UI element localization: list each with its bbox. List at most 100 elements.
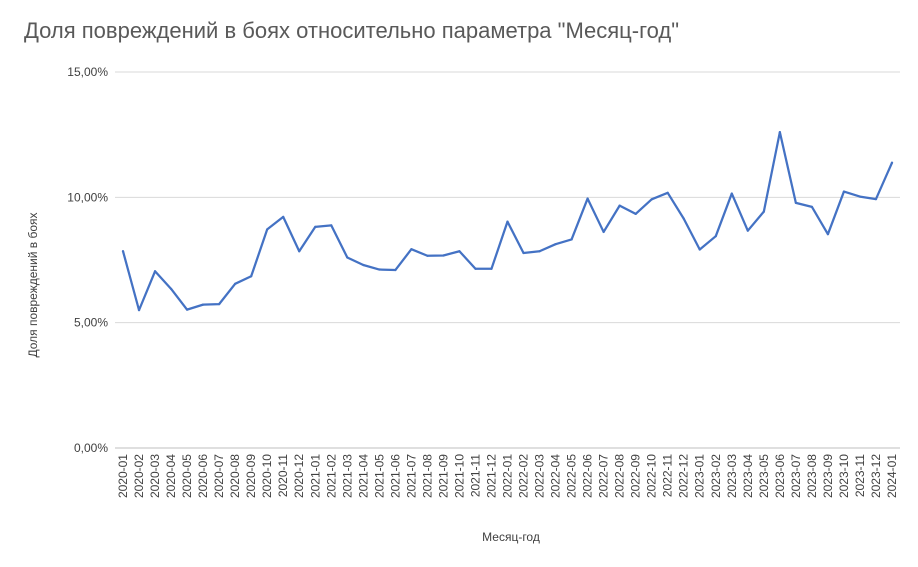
x-tick-label: 2021-05 (372, 454, 386, 498)
data-point (842, 190, 846, 193)
x-tick-label: 2023-12 (869, 454, 883, 498)
y-tick-label: 10,00% (67, 190, 108, 204)
x-tick-label: 2021-07 (404, 454, 418, 498)
data-point (169, 287, 173, 290)
y-tick-label: 5,00% (74, 316, 108, 330)
x-tick-label: 2023-11 (853, 454, 867, 497)
data-point (506, 220, 509, 223)
data-point (378, 268, 381, 271)
x-tick-label: 2023-08 (805, 454, 819, 498)
data-point (634, 212, 637, 215)
x-tick-label: 2021-02 (324, 454, 338, 498)
data-point (234, 282, 237, 285)
x-tick-label: 2022-03 (533, 454, 547, 498)
x-tick-label: 2022-10 (645, 454, 659, 498)
x-tick-label: 2020-07 (212, 454, 226, 498)
x-tick-label: 2021-10 (452, 454, 466, 498)
x-tick-label: 2020-01 (116, 454, 130, 498)
x-tick-label: 2022-08 (613, 454, 627, 498)
x-tick-label: 2023-10 (837, 454, 851, 498)
x-tick-label: 2023-01 (693, 454, 707, 498)
data-point (458, 250, 461, 253)
x-tick-label: 2020-06 (196, 454, 210, 498)
x-axis-title: Месяц-год (482, 530, 540, 544)
data-point (490, 267, 493, 270)
data-point (202, 303, 205, 306)
x-tick-label: 2022-01 (501, 454, 515, 498)
data-point (538, 250, 541, 253)
data-point (250, 275, 253, 278)
x-tick-label: 2020-10 (260, 454, 274, 498)
data-point (362, 263, 365, 267)
x-tick-label: 2022-02 (517, 454, 531, 498)
x-tick-label: 2020-12 (292, 454, 306, 498)
data-point (602, 230, 605, 234)
y-tick-label: 0,00% (74, 441, 108, 455)
data-point (474, 267, 477, 270)
x-tick-label: 2021-08 (420, 454, 434, 498)
data-point (682, 217, 685, 220)
data-point (394, 268, 397, 272)
data-point (618, 204, 621, 207)
y-tick-label: 15,00% (67, 65, 108, 79)
data-point (874, 197, 878, 201)
x-tick-label: 2020-09 (244, 454, 258, 498)
x-tick-label: 2023-07 (789, 454, 803, 498)
y-axis-tick-labels: 0,00% 5,00% 10,00% 15,00% (67, 65, 108, 455)
data-point (650, 198, 653, 201)
x-tick-label: 2021-06 (388, 454, 402, 498)
data-point (698, 248, 701, 251)
data-point (282, 215, 285, 218)
data-point (153, 270, 157, 273)
gridlines (115, 71, 900, 449)
x-tick-label: 2023-05 (757, 454, 771, 498)
data-point (778, 131, 781, 134)
x-tick-label: 2022-11 (661, 454, 675, 497)
x-tick-label: 2023-09 (821, 454, 835, 498)
x-tick-label: 2023-02 (709, 454, 723, 498)
x-tick-label: 2023-06 (773, 454, 787, 498)
data-point (442, 254, 445, 257)
data-point (410, 248, 413, 251)
x-tick-label: 2022-05 (565, 454, 579, 498)
x-tick-label: 2022-12 (677, 454, 691, 498)
data-point (426, 254, 429, 257)
data-point (858, 195, 862, 198)
x-tick-label: 2021-03 (340, 454, 354, 498)
y-axis-title: Доля повреждений в боях (26, 212, 40, 357)
data-point (890, 161, 894, 164)
x-axis-tick-labels: 2020-01 2020-02 2020-03 2020-04 2020-05 2020-… (116, 454, 899, 498)
series-layer (121, 131, 894, 312)
data-point (730, 192, 733, 195)
data-point (121, 250, 125, 253)
x-tick-label: 2020-11 (276, 454, 290, 497)
x-tick-label: 2020-08 (228, 454, 242, 498)
x-tick-label: 2021-01 (308, 454, 322, 498)
data-point (330, 224, 333, 227)
x-tick-label: 2022-06 (581, 454, 595, 498)
data-point (218, 303, 221, 306)
data-point (554, 243, 557, 246)
x-tick-label: 2020-02 (132, 454, 146, 498)
x-tick-label: 2022-09 (629, 454, 643, 498)
x-tick-label: 2020-04 (164, 454, 178, 498)
x-tick-label: 2020-05 (180, 454, 194, 498)
chart-title: Доля повреждений в боях относительно пар… (24, 18, 680, 43)
x-tick-label: 2021-09 (436, 454, 450, 498)
data-point (314, 225, 317, 229)
data-point (185, 308, 189, 311)
x-tick-label: 2021-12 (484, 454, 498, 498)
x-tick-label: 2022-07 (597, 454, 611, 498)
data-point (762, 210, 765, 213)
data-point (714, 235, 717, 238)
data-point (137, 309, 141, 312)
data-point (666, 191, 669, 194)
data-point (586, 197, 589, 200)
x-tick-label: 2023-03 (725, 454, 739, 498)
data-point (298, 250, 301, 253)
x-tick-label: 2023-04 (741, 454, 755, 498)
data-point (794, 201, 797, 204)
data-point (746, 229, 749, 232)
x-tick-label: 2021-11 (468, 454, 482, 497)
data-point (522, 251, 525, 255)
